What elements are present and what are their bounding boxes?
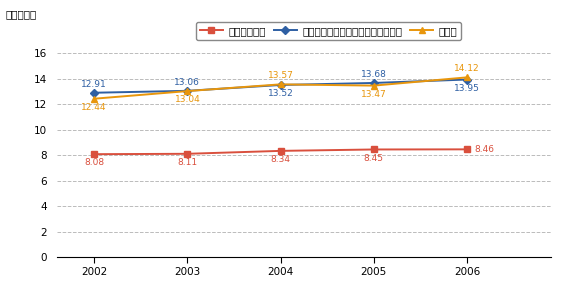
Text: 13.57: 13.57 — [268, 71, 294, 80]
Text: 13.04: 13.04 — [174, 95, 200, 104]
Text: 13.95: 13.95 — [454, 84, 480, 93]
Legend: 全国（平均）, 全国（従業員規模２０～　２９名）, 京都市: 全国（平均）, 全国（従業員規模２０～ ２９名）, 京都市 — [196, 22, 461, 40]
Text: 14.12: 14.12 — [454, 64, 480, 73]
Text: 8.11: 8.11 — [177, 158, 198, 167]
Text: 8.08: 8.08 — [84, 158, 104, 167]
Text: 13.68: 13.68 — [361, 70, 387, 79]
Text: （百万円）: （百万円） — [6, 9, 37, 19]
Text: 13.47: 13.47 — [361, 90, 387, 99]
Text: 12.44: 12.44 — [81, 103, 107, 112]
Text: 8.34: 8.34 — [270, 155, 291, 164]
Text: 8.45: 8.45 — [364, 154, 384, 163]
Text: 8.46: 8.46 — [474, 145, 494, 154]
Text: 13.52: 13.52 — [268, 89, 294, 98]
Text: 12.91: 12.91 — [81, 80, 107, 88]
Text: 13.06: 13.06 — [174, 78, 201, 87]
